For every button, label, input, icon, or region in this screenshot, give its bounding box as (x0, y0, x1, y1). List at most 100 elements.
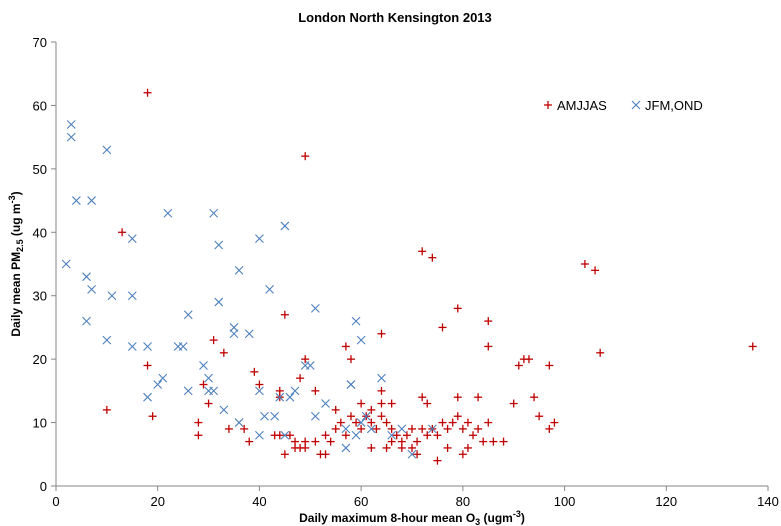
data-point (366, 424, 376, 434)
data-point (377, 373, 386, 383)
data-point (387, 437, 396, 446)
y-axis-label-main: Daily mean PM (9, 252, 23, 337)
y-axis-label-unit-sup: -3 (7, 195, 17, 203)
data-point (255, 386, 264, 396)
x-axis-label-unit-post: ) (521, 511, 525, 525)
data-point (591, 266, 600, 275)
data-point (489, 437, 498, 446)
chart-title: London North Kensington 2013 (298, 10, 492, 25)
data-point (407, 449, 417, 459)
data-point (87, 284, 96, 294)
data-point (341, 424, 351, 434)
data-point (331, 424, 340, 433)
data-point (596, 348, 605, 357)
x-ticks: 0 20 40 60 80 100 120 140 (52, 486, 779, 509)
data-point (367, 405, 376, 414)
y-tick-label: 70 (33, 35, 47, 50)
data-point (346, 412, 355, 421)
data-point (367, 418, 376, 427)
data-point (82, 316, 91, 326)
legend-marker (631, 100, 641, 110)
data-point (514, 361, 523, 370)
data-point (357, 399, 366, 408)
data-point (443, 443, 452, 452)
data-point (550, 418, 559, 427)
data-point (66, 120, 76, 129)
data-point (453, 412, 462, 421)
data-point (127, 234, 137, 244)
data-point (148, 412, 157, 421)
x-tick-label: 120 (655, 494, 677, 509)
data-point (387, 399, 396, 408)
data-point (382, 418, 391, 427)
data-point (143, 361, 152, 370)
data-point (413, 437, 422, 446)
data-point (153, 380, 163, 389)
data-point (163, 208, 173, 218)
data-point (260, 411, 269, 421)
data-point (377, 399, 386, 408)
data-point (408, 443, 416, 452)
data-point (545, 424, 554, 433)
data-point (209, 208, 219, 218)
data-point (311, 437, 320, 446)
data-point (280, 450, 289, 459)
data-point (275, 392, 285, 402)
data-point (245, 437, 254, 446)
data-point (479, 437, 488, 446)
data-point (310, 411, 320, 421)
data-point (285, 431, 294, 440)
data-point (158, 373, 168, 383)
data-point (458, 424, 467, 433)
data-point (387, 424, 396, 433)
data-point (423, 399, 432, 408)
data-point (427, 424, 437, 434)
data-point (341, 431, 350, 440)
data-point (448, 418, 457, 427)
x-axis-label-main: Daily maximum 8-hour mean O (299, 511, 475, 525)
data-point (270, 431, 279, 440)
x-tick-label: 40 (252, 494, 266, 509)
y-tick-label: 60 (33, 98, 47, 113)
data-point (194, 431, 203, 440)
legend: AMJJAS JFM,OND (544, 98, 703, 113)
x-axis-label: Daily maximum 8-hour mean O3 (ugm-3) (299, 509, 525, 526)
data-point (484, 418, 493, 427)
data-point (296, 374, 305, 383)
data-point (331, 405, 340, 414)
data-point (438, 323, 447, 332)
data-point (438, 418, 447, 427)
data-point (214, 240, 224, 250)
series-amjjas (102, 88, 757, 465)
data-point (229, 329, 239, 339)
data-point (321, 450, 330, 459)
data-point (530, 393, 539, 402)
data-point (351, 430, 361, 440)
data-point (127, 342, 137, 351)
data-point (234, 418, 244, 427)
y-tick-label: 50 (33, 162, 47, 177)
data-point (183, 310, 193, 320)
data-point (402, 431, 411, 440)
data-point (204, 386, 213, 396)
data-point (433, 431, 442, 440)
axes (55, 42, 768, 487)
data-point (580, 260, 589, 268)
data-point (82, 272, 91, 282)
x-tick-label: 60 (354, 494, 368, 509)
data-point (387, 430, 397, 440)
data-point (524, 355, 533, 364)
data-point (367, 443, 376, 452)
y-tick-label: 30 (33, 289, 47, 304)
data-point (107, 291, 117, 301)
data-point (219, 348, 228, 357)
data-point (352, 418, 361, 427)
data-point (499, 437, 508, 446)
legend-marker (544, 101, 552, 109)
data-point (310, 304, 320, 313)
data-point (209, 336, 218, 345)
data-point (433, 456, 442, 465)
y-axis-label-sub: 2.5 (15, 239, 25, 252)
data-point (463, 443, 472, 452)
data-point (301, 355, 310, 364)
